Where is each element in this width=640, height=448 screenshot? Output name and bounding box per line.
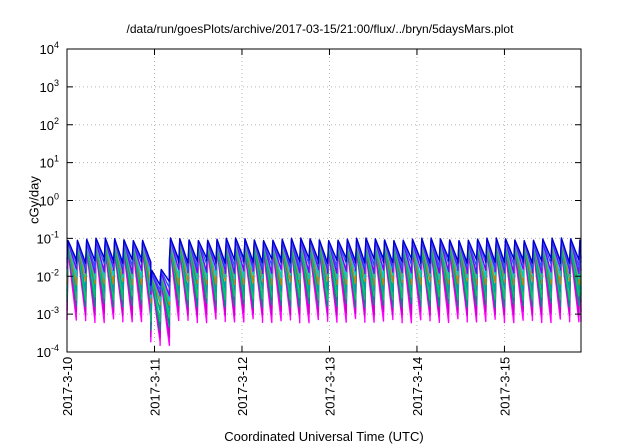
y-tick-label: 102 — [40, 116, 59, 133]
y-tick-label: 100 — [40, 192, 59, 209]
y-tick-label: 104 — [40, 40, 59, 57]
x-tick-label: 2017-3-10 — [60, 357, 75, 416]
x-tick-label: 2017-3-14 — [410, 357, 425, 416]
series-lines — [66, 237, 582, 347]
series-line — [66, 239, 582, 297]
y-tick-label: 10-4 — [37, 343, 59, 360]
axes — [66, 48, 582, 353]
y-tick-label: 10-2 — [37, 267, 59, 284]
y-tick-label: 103 — [40, 78, 59, 95]
plot-frame — [66, 48, 582, 353]
series-line — [66, 238, 582, 291]
x-tick-label: 2017-3-11 — [147, 358, 162, 416]
y-tick-label: 10-3 — [37, 305, 59, 322]
y-tick-label: 10-1 — [37, 229, 59, 246]
x-tick-label: 2017-3-12 — [235, 357, 250, 416]
y-tick-label: 101 — [40, 154, 59, 171]
tick-labels: 10-4 10-3 10-2 10-1 100 101 102 103 104 2017-3-10… — [37, 40, 513, 416]
chart-title: /data/run/goesPlots/archive/2017-03-15/2… — [126, 22, 514, 36]
x-axis-label: Coordinated Universal Time (UTC) — [224, 429, 424, 444]
x-tick-label: 2017-3-15 — [497, 357, 512, 416]
x-tick-label: 2017-3-13 — [322, 357, 337, 416]
series-line — [66, 237, 582, 286]
